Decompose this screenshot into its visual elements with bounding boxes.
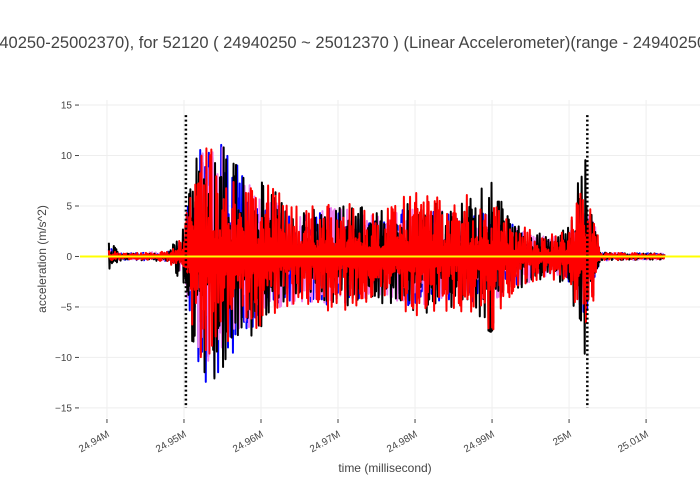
x-tick-label: 24.96M	[231, 429, 265, 455]
x-axis: 24.94M 24.95M 24.96M 24.97M 24.98M 24.99M 25M 2…	[77, 419, 651, 455]
series-group	[107, 143, 666, 383]
x-tick-label: 24.95M	[154, 429, 188, 455]
y-tick-label: −15	[55, 403, 72, 414]
y-axis-title: acceleration (m/s^2)	[35, 205, 49, 313]
chart-title: (range - 24940250-25002370), for 52120 (…	[0, 34, 700, 56]
marker-group	[184, 115, 589, 408]
x-tick-label: 25.01M	[616, 429, 650, 455]
y-tick-label: 15	[61, 101, 73, 112]
y-tick-label: 10	[61, 151, 73, 162]
y-tick-label: −10	[55, 353, 72, 364]
x-tick-label: 25M	[551, 429, 573, 448]
x-axis-title: time (millisecond)	[338, 461, 431, 475]
y-tick-label: 5	[66, 202, 72, 213]
y-tick-label: 0	[66, 252, 72, 263]
y-tick-label: −5	[61, 302, 73, 313]
x-tick-label: 24.98M	[385, 429, 419, 455]
y-axis: −15 −10 −5 0 5 10 15	[55, 101, 79, 414]
x-tick-label: 24.94M	[77, 429, 111, 455]
chart-title-text: (range - 24940250-25002370), for 52120 (…	[0, 34, 700, 52]
x-tick-label: 24.99M	[462, 429, 496, 455]
series-line	[107, 147, 666, 359]
x-tick-label: 24.97M	[308, 429, 342, 455]
